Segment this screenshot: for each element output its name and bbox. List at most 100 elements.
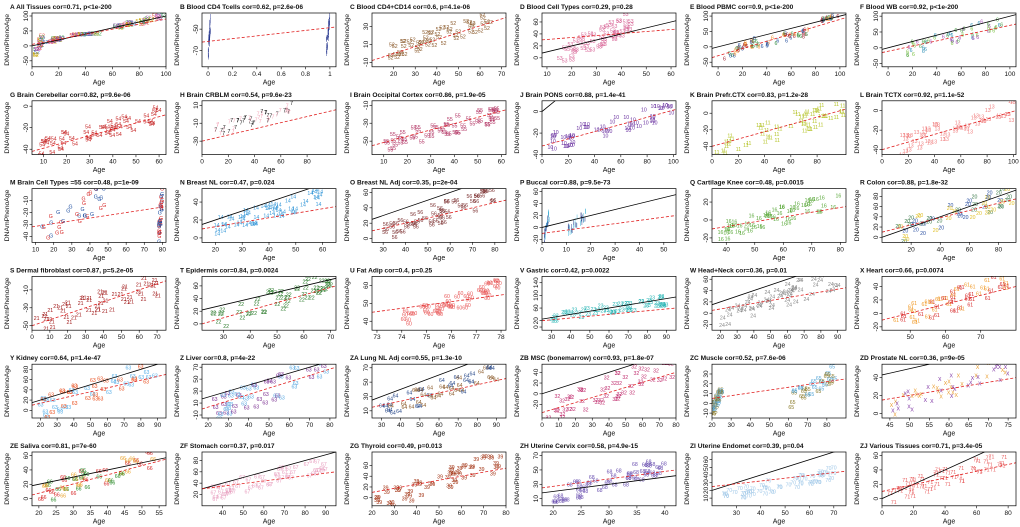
data-point: 52 <box>55 36 61 42</box>
data-point: 53 <box>623 12 629 18</box>
data-point: 52 <box>466 20 472 26</box>
data-point: | <box>581 217 582 223</box>
fit-line <box>372 109 506 147</box>
data-point: | <box>209 27 210 33</box>
data-point: 11 <box>801 121 806 127</box>
data-point: | <box>546 223 547 229</box>
data-point: | <box>329 15 330 21</box>
data-point: 7 <box>260 114 263 120</box>
data-point: 6 <box>829 15 832 21</box>
fit-line <box>32 18 166 45</box>
data-point: 65 <box>825 371 831 377</box>
data-point: 64 <box>464 374 470 380</box>
data-point: | <box>209 41 210 47</box>
data-point: 66 <box>80 468 86 474</box>
data-point: 7 <box>244 115 247 121</box>
data-point: X <box>976 375 980 381</box>
data-point: 21 <box>141 297 147 303</box>
data-point: 61 <box>964 283 970 289</box>
data-point: 20 <box>987 210 993 216</box>
data-point: 60 <box>437 312 443 318</box>
data-point: 61 <box>950 294 956 300</box>
data-point: 53 <box>585 48 591 54</box>
data-point: 60 <box>433 309 439 315</box>
data-point: 53 <box>628 19 634 25</box>
panel-u: U Fat Adip cor=0.4, p=0.2560606060606060… <box>344 267 507 350</box>
data-point: 70 <box>759 483 765 489</box>
data-point: 6 <box>786 32 789 38</box>
data-point: X <box>896 407 900 413</box>
data-point: 64 <box>419 387 425 393</box>
data-point: X <box>939 389 943 395</box>
data-point: 68 <box>585 482 591 488</box>
data-point: 23 <box>627 301 633 307</box>
panel-y: Y Kidney cor=0.64, p=1.4e-47636363636363… <box>4 355 167 438</box>
data-point: 54 <box>61 130 67 136</box>
data-point: X <box>947 380 951 386</box>
data-point: 14 <box>220 229 226 235</box>
data-point: 24 <box>719 323 725 329</box>
data-point: G <box>157 222 161 228</box>
x-tick-label: 60 <box>784 334 792 341</box>
data-point: 64 <box>435 393 441 399</box>
data-point: 52 <box>56 38 62 44</box>
data-point: 66 <box>109 480 115 486</box>
x-tick-label: 60 <box>300 334 308 341</box>
data-point: | <box>210 14 211 20</box>
data-point: 20 <box>937 218 943 224</box>
y-tick-label: 0 <box>363 496 370 500</box>
data-point: 54 <box>111 126 117 132</box>
x-tick-label: 30 <box>589 422 597 429</box>
data-point: 7 <box>219 131 222 137</box>
data-point: 7 <box>287 109 290 115</box>
data-point: 6 <box>789 35 792 41</box>
data-point: 39 <box>383 485 389 491</box>
data-point: 11 <box>834 115 839 121</box>
x-tick-label: 40 <box>251 159 259 166</box>
panel-title: ZI Uterine Endomet cor=0.39, p=0.04 <box>690 443 804 450</box>
data-point: 64 <box>407 390 413 396</box>
data-point: | <box>209 32 210 38</box>
data-point: 60 <box>479 289 485 295</box>
data-point: | <box>546 223 547 229</box>
data-point: 67 <box>314 472 320 478</box>
data-point: 39 <box>450 472 456 478</box>
data-point: 10 <box>650 119 656 125</box>
data-point: 55 <box>476 110 482 116</box>
data-point: 11 <box>765 120 770 126</box>
data-point: 24 <box>789 288 795 294</box>
panel-title: X Heart cor=0.66, p=0.0074 <box>860 267 944 274</box>
data-point: 24 <box>835 283 841 289</box>
data-point: 63 <box>92 384 98 390</box>
data-point: 56 <box>445 210 451 216</box>
data-point: 71 <box>927 487 933 493</box>
data-point: G <box>40 225 44 231</box>
data-point: 32 <box>568 395 574 401</box>
data-point: 23 <box>638 299 644 305</box>
data-point: 64 <box>388 404 394 410</box>
data-point: 68 <box>640 469 646 475</box>
data-point: 13 <box>919 133 925 139</box>
data-point: 6 <box>831 13 834 19</box>
data-point: X <box>1004 365 1008 371</box>
data-point: 65 <box>711 407 717 413</box>
data-point: 14 <box>288 207 294 213</box>
data-point: 20 <box>999 200 1005 206</box>
data-point: 13 <box>922 126 928 132</box>
data-point: 52 <box>72 32 78 38</box>
data-point: 65 <box>717 387 723 393</box>
x-tick-label: 80 <box>159 246 167 253</box>
data-point: 6 <box>805 32 808 38</box>
data-point: G <box>81 196 85 202</box>
x-tick-label: 40 <box>763 71 771 78</box>
data-point: 6 <box>996 17 999 23</box>
data-point: G <box>158 218 162 224</box>
data-point: 10 <box>662 103 668 109</box>
data-point: 52 <box>35 47 41 53</box>
y-tick-label: 10 <box>193 101 200 109</box>
data-point: 52 <box>37 44 43 50</box>
data-point: 54 <box>43 141 49 147</box>
data-point: 16 <box>764 214 770 220</box>
data-point: 24 <box>819 273 825 279</box>
